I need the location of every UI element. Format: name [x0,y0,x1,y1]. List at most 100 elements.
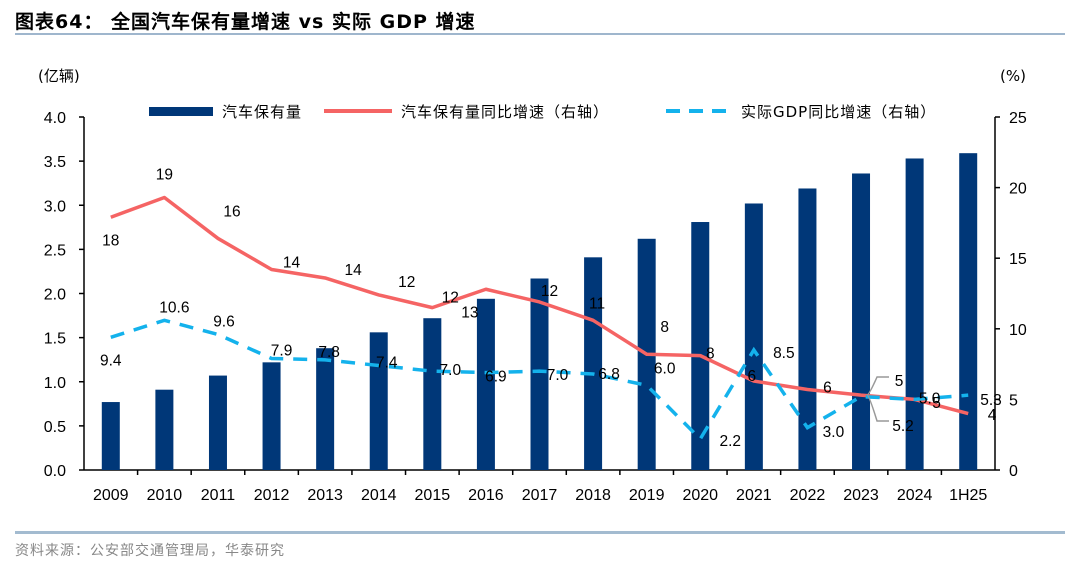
left-axis-unit: (亿辆) [38,67,80,85]
data-label-vehicle-growth: 12 [398,274,415,291]
line-vehicle-growth [110,195,969,416]
data-label-vehicle-growth: 5 [895,373,904,390]
data-label-vehicle-growth: 12 [442,290,459,307]
x-axis-tick-label: 2018 [575,487,611,504]
data-label-vehicle-growth: 13 [461,304,478,321]
data-label-vehicle-growth: 6 [823,380,832,397]
x-axis-tick-label: 1H25 [949,487,987,504]
data-label-gdp-growth: 7.4 [376,355,398,372]
x-axis-tick-label: 2011 [201,487,236,504]
data-label-vehicle-growth: 8 [660,319,669,336]
x-axis-tick-label: 2017 [522,487,558,504]
bar-vehicles [530,278,549,470]
left-axis-tick-label: 0.0 [44,463,66,480]
right-axis-unit: (%) [1000,67,1026,85]
x-axis-tick-label: 2023 [843,487,879,504]
left-axis-tick-label: 3.5 [44,154,66,171]
data-label-gdp-growth: 8.5 [773,345,795,362]
bar-vehicles [208,375,227,470]
bar-vehicles [744,203,763,471]
bar-vehicles [852,173,871,471]
data-label-gdp-growth: 5.0 [919,390,941,407]
legend-label-vehicle-growth: 汽车保有量同比增速（右轴） [401,103,609,121]
x-axis-tick-label: 2024 [897,487,933,504]
left-axis-tick-label: 4.0 [44,110,66,127]
data-label-gdp-growth: 9.6 [213,313,235,330]
x-axis-tick-label: 2019 [629,487,665,504]
left-axis-tick-label: 0.5 [44,419,66,436]
data-label-gdp-growth: 3.0 [823,424,845,441]
data-label-gdp-growth: 5.2 [892,418,914,435]
data-label-vehicle-growth: 16 [223,203,240,220]
bar-vehicles [798,188,817,471]
legend-label-vehicles: 汽车保有量 [222,103,302,121]
data-label-vehicle-growth: 5 [932,395,941,412]
data-label-vehicle-growth: 18 [102,232,119,249]
right-axis-tick-label: 0 [1009,463,1018,480]
right-axis-tick-label: 5 [1009,392,1018,409]
bar-series [101,153,978,471]
data-label-gdp-growth: 2.2 [719,433,741,450]
data-label-gdp-growth: 7.9 [271,342,293,359]
title-divider [15,33,1065,35]
x-axis-tick-label: 2021 [736,487,772,504]
bar-vehicles [155,389,174,470]
data-label-gdp-growth: 6.0 [654,360,676,377]
data-label-vehicle-growth: 11 [589,295,605,312]
data-label-gdp-growth: 6.9 [485,369,507,386]
data-label-vehicle-growth: 8 [706,346,715,363]
bar-vehicles [423,318,442,470]
bar-vehicles [959,153,978,470]
left-axis-tick-label: 2.5 [44,242,66,259]
data-label-vehicle-growth: 12 [541,283,558,300]
data-label-vehicle-growth: 14 [345,262,363,279]
x-axis-tick-label: 2009 [93,487,129,504]
data-label-gdp-growth: 9.4 [100,352,122,369]
axes: 0.0 0.5 1.0 1.5 2.0 2.5 3.0 3.5 4.0 0 5 10 15 20 25 200… [44,110,1027,504]
x-axis-tick-label: 2013 [307,487,343,504]
legend-swatch-vehicles [149,107,213,116]
x-axis-tick-label: 2012 [254,487,290,504]
figure-title: 图表64： 全国汽车保有量增速 vs 实际 GDP 增速 [15,11,476,33]
data-label-vehicle-growth: 6 [748,368,757,385]
bar-vehicles [905,158,924,471]
left-axis-tick-label: 1.5 [44,331,66,348]
data-label-gdp-growth: 6.8 [598,366,620,383]
bar-vehicles [584,257,603,470]
data-label-gdp-growth: 5.3 [980,392,1002,409]
bar-vehicles [101,402,120,470]
legend: 汽车保有量 汽车保有量同比增速（右轴） 实际GDP同比增速（右轴） [149,103,936,121]
line-series [110,195,969,442]
data-label-vehicle-growth: 19 [156,166,173,183]
left-axis-tick-label: 2.0 [44,287,66,304]
x-axis-tick-label: 2010 [147,487,183,504]
data-label-gdp-growth: 7.0 [547,367,569,384]
bar-vehicles [262,362,281,470]
right-axis-tick-label: 10 [1009,322,1027,339]
chart: (亿辆) (%) 汽车保有量 汽车保有量同比增速（右轴） 实际GDP同比增速（右… [38,67,1027,504]
legend-label-gdp-growth: 实际GDP同比增速（右轴） [741,103,936,121]
data-label-vehicle-growth: 4 [988,407,997,424]
right-axis-tick-label: 20 [1009,181,1027,198]
x-axis-tick-label: 2022 [790,487,826,504]
bar-vehicles [691,222,710,470]
x-axis-tick-label: 2014 [361,487,397,504]
x-axis-tick-label: 2016 [468,487,504,504]
left-axis-tick-label: 3.0 [44,198,66,215]
source-note: 资料来源：公安部交通管理局，华泰研究 [15,543,285,559]
data-label-gdp-growth: 7.0 [440,362,462,379]
data-label-gdp-growth: 7.8 [318,344,340,361]
bar-vehicles [316,348,335,470]
right-axis-tick-label: 25 [1009,110,1027,127]
right-axis-tick-label: 15 [1009,251,1027,268]
footer-divider [15,531,1065,534]
bar-vehicles [476,298,495,470]
data-label-gdp-growth: 10.6 [159,299,189,316]
line-gdp-growth [110,318,969,442]
data-label-vehicle-growth: 14 [283,254,301,271]
x-axis-tick-label: 2015 [415,487,451,504]
bar-vehicles [369,332,388,470]
x-axis-tick-label: 2020 [682,487,718,504]
left-axis-tick-label: 1.0 [44,375,66,392]
